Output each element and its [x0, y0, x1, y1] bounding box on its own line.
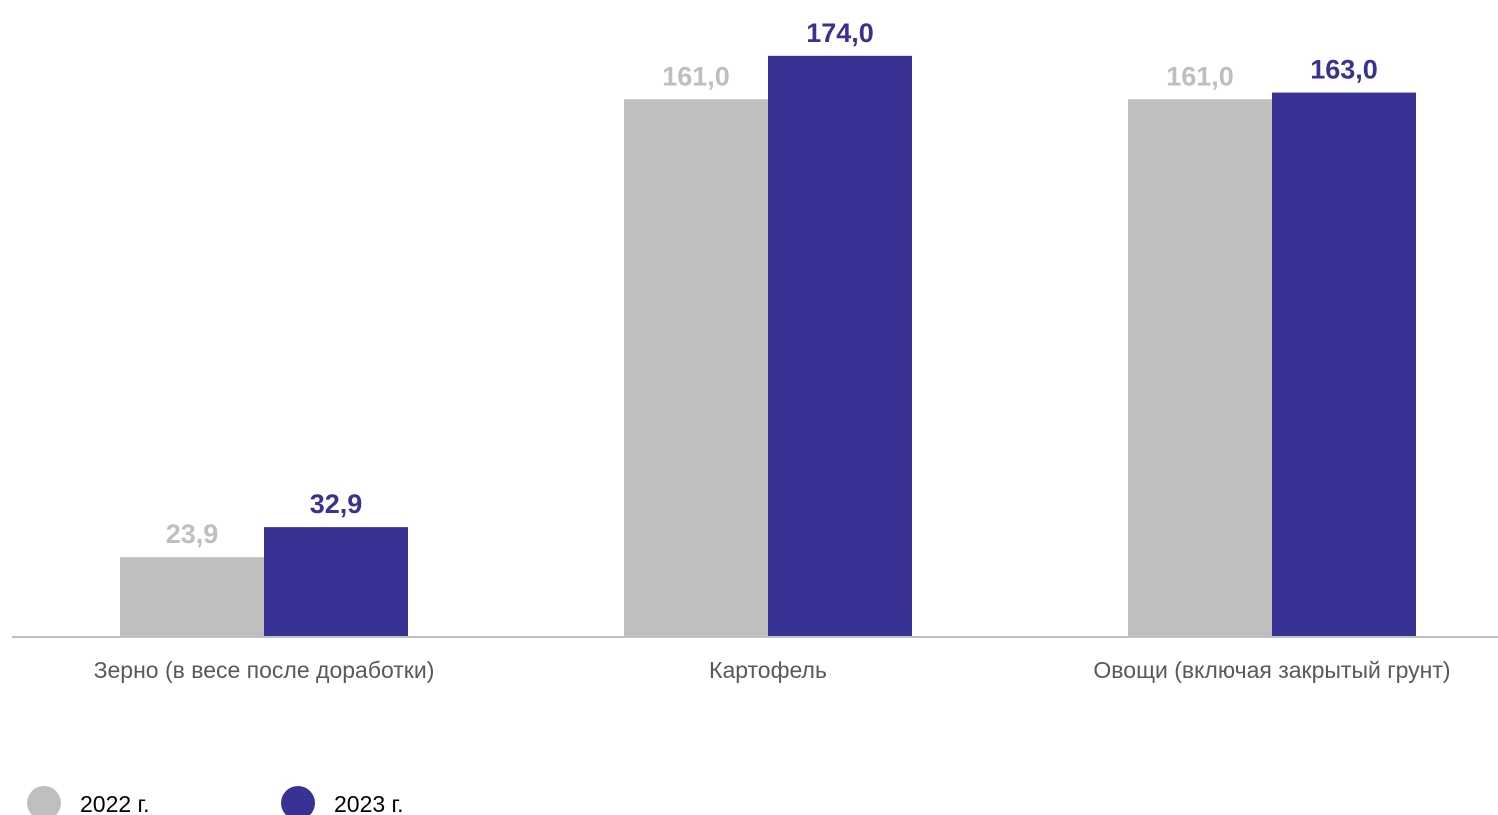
bars-layer	[120, 56, 1416, 637]
legend-label-1: 2022 г.	[80, 791, 150, 815]
value-label-2-1: 32,9	[310, 489, 363, 519]
bar-1-3	[1128, 99, 1272, 637]
legend: 2022 г. 2023 г.	[27, 786, 404, 815]
value-label-2-2: 174,0	[806, 18, 874, 48]
bar-2-1	[264, 527, 408, 637]
legend-marker-1	[27, 786, 61, 815]
value-label-1-1: 23,9	[166, 519, 219, 549]
category-label-2: Картофель	[709, 657, 827, 683]
bar-1-1	[120, 557, 264, 637]
legend-marker-2	[281, 786, 315, 815]
value-label-1-3: 161,0	[1166, 61, 1234, 91]
legend-label-2: 2023 г.	[334, 791, 404, 815]
bar-1-2	[624, 99, 768, 637]
bar-2-3	[1272, 93, 1416, 637]
legend-item-2: 2023 г.	[281, 786, 404, 815]
category-label-1: Зерно (в весе после доработки)	[94, 657, 435, 683]
category-label-3: Овощи (включая закрытый грунт)	[1093, 657, 1450, 683]
value-label-1-2: 161,0	[662, 61, 730, 91]
bar-2-2	[768, 56, 912, 637]
value-label-2-3: 163,0	[1310, 55, 1378, 85]
legend-item-1: 2022 г.	[27, 786, 150, 815]
category-labels-layer: Зерно (в весе после доработки) Картофель О…	[94, 657, 1451, 683]
